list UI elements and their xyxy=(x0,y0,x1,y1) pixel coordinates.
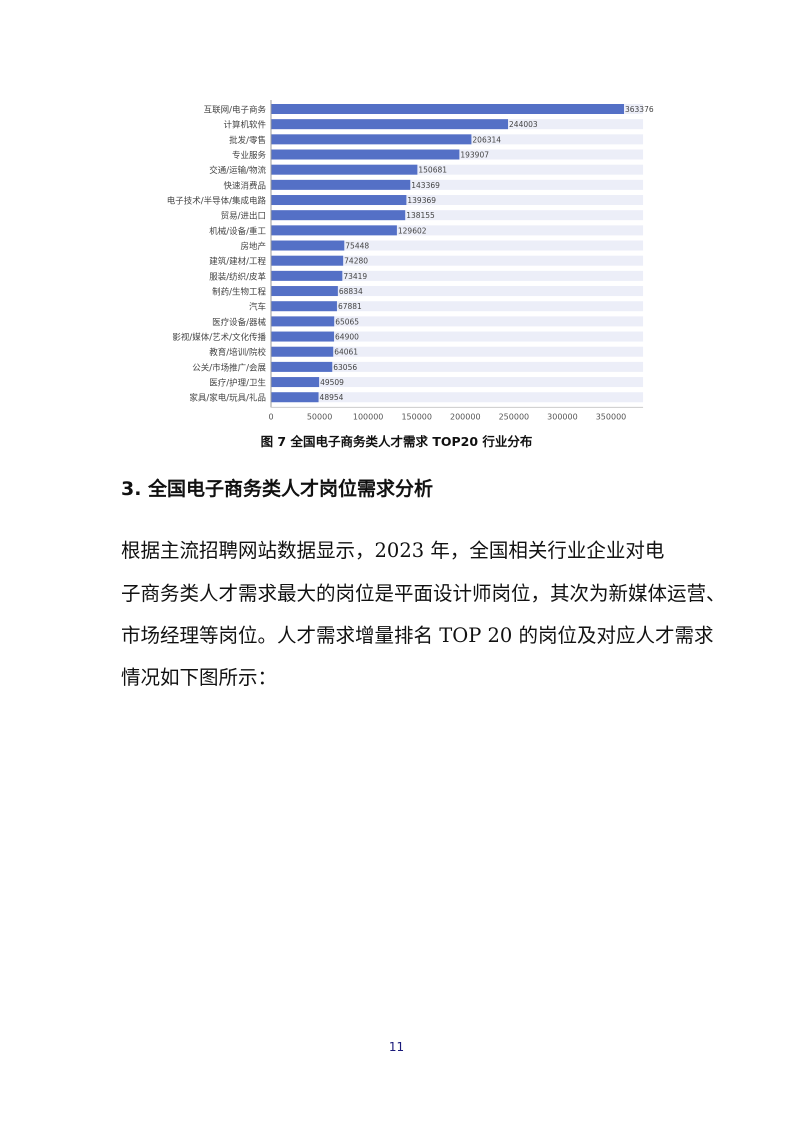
data-label: 75448 xyxy=(345,242,369,251)
data-label: 138155 xyxy=(406,211,435,220)
category-label: 服装/纺织/皮革 xyxy=(209,271,266,282)
industry-demand-bar-chart: 互联网/电子商务 363376 计算机软件 244003 批发/零售 206314 专业服务… xyxy=(167,100,654,421)
data-label: 67881 xyxy=(338,302,362,311)
figure-caption: 图 7 全国电子商务类人才需求 TOP20 行业分布 xyxy=(260,434,533,449)
data-label: 65065 xyxy=(335,317,359,326)
x-tick-label: 0 xyxy=(268,412,273,421)
bar-background xyxy=(271,195,644,206)
bar-background xyxy=(271,301,644,312)
bar xyxy=(271,179,411,190)
bar-background xyxy=(271,377,644,388)
bar xyxy=(271,104,624,114)
data-label: 244003 xyxy=(509,120,538,129)
category-label: 建筑/建材/工程 xyxy=(209,256,266,267)
x-tick-label: 200000 xyxy=(450,412,481,421)
category-label: 电子技术/半导体/集成电路 xyxy=(167,196,267,207)
bar xyxy=(271,392,319,403)
category-label: 机械/设备/重工 xyxy=(209,226,266,237)
data-label: 129602 xyxy=(398,226,427,235)
bar-background xyxy=(271,331,644,342)
bar xyxy=(271,301,337,312)
category-label: 医疗/护理/卫生 xyxy=(209,378,266,389)
x-tick-label: 150000 xyxy=(401,412,432,421)
x-tick-label: 350000 xyxy=(596,412,627,421)
bar-background xyxy=(271,255,644,266)
bar xyxy=(271,286,338,297)
paragraph-line: 子商务类人才需求最大的岗位是平面设计师岗位，其次为新媒体运营、 xyxy=(121,582,726,605)
data-label: 68834 xyxy=(339,287,363,296)
data-label: 143369 xyxy=(411,181,440,190)
x-tick-label: 50000 xyxy=(307,412,332,421)
data-label: 49509 xyxy=(320,378,344,387)
category-label: 批发/零售 xyxy=(229,135,266,146)
bar-background xyxy=(271,210,644,221)
bar-background xyxy=(271,361,644,372)
bar-background xyxy=(271,240,644,251)
category-label: 公关/市场推广/会展 xyxy=(192,362,266,373)
category-label: 医疗设备/器械 xyxy=(212,317,266,328)
category-label: 贸易/进出口 xyxy=(221,211,266,222)
category-label: 房地产 xyxy=(240,241,266,252)
data-label: 64900 xyxy=(335,333,359,342)
data-label: 150681 xyxy=(418,166,447,175)
bar-background xyxy=(271,286,644,297)
bar xyxy=(271,361,333,372)
bar xyxy=(271,225,397,236)
x-tick-label: 250000 xyxy=(499,412,530,421)
bar-background xyxy=(271,270,644,281)
data-label: 48954 xyxy=(320,393,344,402)
category-label: 家具/家电/玩具/礼品 xyxy=(189,393,266,404)
section-heading: 3. 全国电子商务类人才岗位需求分析 xyxy=(121,478,434,500)
bar xyxy=(271,346,334,357)
x-tick-label: 100000 xyxy=(353,412,384,421)
category-label: 专业服务 xyxy=(232,150,267,161)
data-label: 64061 xyxy=(334,348,358,357)
bar-background xyxy=(271,179,644,190)
bar xyxy=(271,119,509,130)
bar xyxy=(271,270,343,281)
bar-background xyxy=(271,392,644,403)
bar xyxy=(271,195,407,206)
data-label: 139369 xyxy=(407,196,436,205)
page-number: 11 xyxy=(388,1040,405,1054)
bar xyxy=(271,377,320,388)
bar xyxy=(271,164,418,175)
category-label: 计算机软件 xyxy=(223,120,266,131)
paragraph-line: 根据主流招聘网站数据显示，2023 年，全国相关行业企业对电 xyxy=(121,539,665,562)
bar xyxy=(271,240,345,251)
data-label: 206314 xyxy=(472,135,501,144)
bar xyxy=(271,255,344,266)
bar xyxy=(271,316,335,327)
category-label: 制药/生物工程 xyxy=(212,287,266,298)
paragraph-line: 情况如下图所示： xyxy=(121,666,278,689)
category-label: 汽车 xyxy=(249,302,266,313)
bar-background xyxy=(271,316,644,327)
bar-background xyxy=(271,346,644,357)
category-label: 交通/运输/物流 xyxy=(209,165,266,176)
bar xyxy=(271,331,335,342)
data-label: 73419 xyxy=(343,272,367,281)
bar-background xyxy=(271,225,644,236)
x-tick-label: 300000 xyxy=(547,412,578,421)
category-label: 互联网/电子商务 xyxy=(204,105,267,116)
paragraph-line: 市场经理等岗位。人才需求增量排名 TOP 20 的岗位及对应人才需求 xyxy=(121,624,714,647)
bar xyxy=(271,210,406,221)
data-label: 193907 xyxy=(460,151,489,160)
category-label: 影视/媒体/艺术/文化传播 xyxy=(172,332,266,343)
bar xyxy=(271,134,472,145)
bar-background xyxy=(271,164,644,175)
data-label: 74280 xyxy=(344,257,368,266)
category-label: 教育/培训/院校 xyxy=(209,347,266,358)
data-label: 63056 xyxy=(333,363,357,372)
category-label: 快速消费品 xyxy=(223,180,266,191)
data-label: 363376 xyxy=(625,105,654,114)
bar xyxy=(271,149,460,160)
